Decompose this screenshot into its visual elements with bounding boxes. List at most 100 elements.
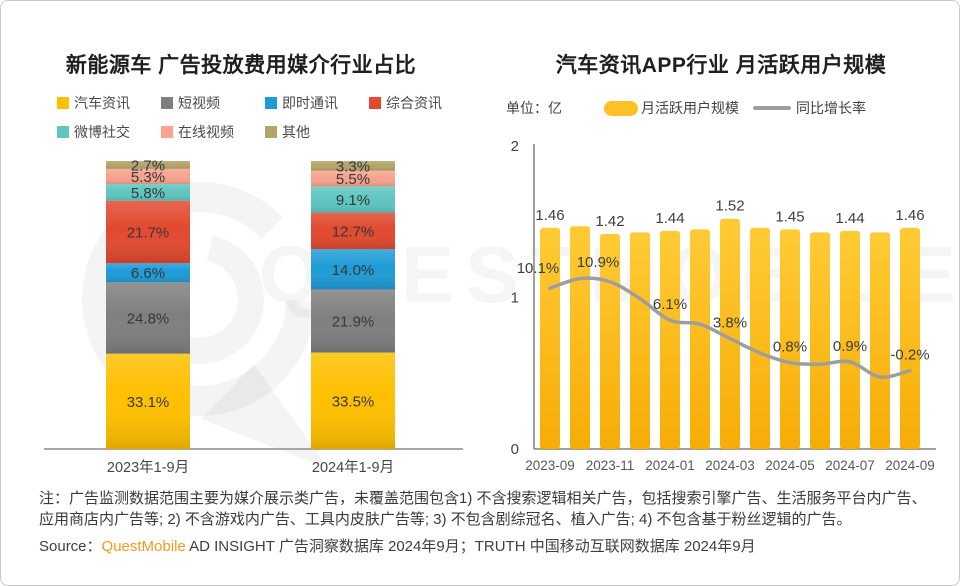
growth-line xyxy=(548,276,912,379)
line-value-label: -0.2% xyxy=(890,347,929,364)
line-value-label: 10.9% xyxy=(577,254,620,271)
line-series-swatch xyxy=(753,106,791,110)
unit-label: 单位：亿 xyxy=(506,100,562,116)
legend-swatch xyxy=(57,126,69,138)
source-line: Source：QuestMobile AD INSIGHT 广告洞察数据库 20… xyxy=(39,535,941,556)
segment-value-label: 5.3% xyxy=(131,169,165,186)
x-axis-tick-label: 2023-09 xyxy=(525,458,575,473)
right-combo-chart: 0 1 2 1.46 2023-09 1.42 2023-11 1.44 2024-01 1.52… xyxy=(511,138,936,473)
legend-item: 汽车资讯 xyxy=(57,93,161,113)
legend-swatch xyxy=(161,97,173,109)
x-axis-tick-label: 2024-09 xyxy=(885,458,935,473)
bar xyxy=(900,227,920,449)
bar-segment-shade xyxy=(106,282,190,354)
x-axis-tick-label: 2023-11 xyxy=(586,458,635,473)
bar-value-label: 1.46 xyxy=(895,207,924,224)
line-value-label: 3.8% xyxy=(713,315,747,332)
source-text: AD INSIGHT 广告洞察数据库 2024年9月；TRUTH 中国移动互联网… xyxy=(185,538,756,555)
line-series-label: 同比增长率 xyxy=(796,100,866,116)
x-axis-tick-label: 2024-03 xyxy=(705,458,755,473)
bar-value-label: 1.52 xyxy=(715,198,744,215)
questmobile-brand: QuestMobile xyxy=(101,538,186,555)
bar-value-label: 1.46 xyxy=(535,207,564,224)
legend-swatch xyxy=(265,126,277,138)
bar xyxy=(870,232,890,449)
bar xyxy=(600,233,620,449)
y-axis-tick-label: 0 xyxy=(511,441,519,458)
source-label: Source： xyxy=(39,538,102,555)
bar-segment-shade xyxy=(106,263,190,283)
line-value-label: 0.9% xyxy=(833,338,867,355)
legend-label: 汽车资讯 xyxy=(74,95,130,111)
line-value-label: 6.1% xyxy=(653,296,687,313)
right-chart-legend: 单位：亿 月活跃用户规模 同比增长率 xyxy=(506,98,866,118)
bar-segment-shade xyxy=(106,353,190,449)
bar xyxy=(720,218,740,449)
bar xyxy=(840,230,860,449)
bar xyxy=(570,226,590,449)
legend-swatch xyxy=(265,97,277,109)
bar-segment-shade xyxy=(311,170,395,187)
x-axis-tick-label: 2024-05 xyxy=(765,458,815,473)
y-axis-tick-label: 2 xyxy=(511,138,519,155)
bar xyxy=(810,232,830,449)
y-axis-tick-label: 1 xyxy=(511,290,519,307)
footnote: 注：广告监测数据范围主要为媒介展示类广告，未覆盖范围包含1) 不含搜索逻辑相关广… xyxy=(39,490,927,528)
segment-value-label: 3.3% xyxy=(336,158,370,175)
legend-label: 短视频 xyxy=(178,95,220,111)
bar-value-label: 1.44 xyxy=(655,210,684,227)
segment-value-label: 33.1% xyxy=(127,394,170,411)
segment-value-label: 2.7% xyxy=(131,157,165,174)
bar xyxy=(780,229,800,449)
legend-item: 其他 xyxy=(265,122,369,142)
segment-value-label: 14.0% xyxy=(332,262,375,279)
bar-value-label: 1.45 xyxy=(775,208,804,225)
bar-segment-shade xyxy=(311,289,395,353)
line-value-label: 0.8% xyxy=(773,339,807,356)
legend-label: 其他 xyxy=(282,124,310,140)
bar-series-label: 月活跃用户规模 xyxy=(641,100,739,116)
left-stacked-bar-chart: 33.1% 24.8% 6.6% 21.7% 5.8%5.3%2.7% 2023年1-9月… xyxy=(44,157,463,476)
x-axis-tick-label: 2024年1-9月 xyxy=(312,459,394,476)
segment-value-label: 5.5% xyxy=(336,171,370,188)
bar xyxy=(690,229,710,449)
x-axis-tick-label: 2023年1-9月 xyxy=(107,459,189,476)
bar-segment-shade xyxy=(311,352,395,449)
legend-item: 即时通讯 xyxy=(265,93,369,113)
bar-segment-shade xyxy=(106,168,190,185)
bar-segment-shade xyxy=(311,249,395,290)
segment-value-label: 33.5% xyxy=(332,393,375,410)
bar-segment-shade xyxy=(106,200,190,264)
bar-segment-shade xyxy=(106,184,190,201)
bar-value-label: 1.42 xyxy=(595,213,624,230)
segment-value-label: 9.1% xyxy=(336,192,370,209)
left-chart-legend: 汽车资讯 短视频 即时通讯 综合资讯微博社交 在线视频 其他 xyxy=(57,93,479,142)
legend-label: 即时通讯 xyxy=(282,95,338,111)
segment-value-label: 5.8% xyxy=(131,185,165,202)
left-chart-title: 新能源车 广告投放费用媒介行业占比 xyxy=(65,54,417,77)
segment-value-label: 21.7% xyxy=(127,224,170,241)
legend-item: 短视频 xyxy=(161,93,265,113)
segment-value-label: 12.7% xyxy=(332,223,375,240)
bar-segment-shade xyxy=(106,161,190,169)
legend-swatch xyxy=(369,97,381,109)
legend-item: 综合资讯 xyxy=(369,93,479,113)
segment-value-label: 21.9% xyxy=(332,313,375,330)
line-value-label: 10.1% xyxy=(517,260,560,277)
legend-item: 在线视频 xyxy=(161,122,265,142)
bar xyxy=(750,227,770,449)
x-axis-tick-label: 2024-07 xyxy=(825,458,875,473)
bar xyxy=(630,232,650,449)
bar-series-swatch xyxy=(604,100,638,116)
bar xyxy=(540,227,560,449)
footer: 注：广告监测数据范围主要为媒介展示类广告，未覆盖范围包含1) 不含搜索逻辑相关广… xyxy=(39,488,941,556)
bar-segment-shade xyxy=(311,161,395,171)
segment-value-label: 24.8% xyxy=(127,310,170,327)
bar-segment-shade xyxy=(311,186,395,213)
legend-item: 微博社交 xyxy=(57,122,161,142)
segment-value-label: 6.6% xyxy=(131,265,165,282)
legend-swatch xyxy=(161,126,173,138)
x-axis-tick-label: 2024-01 xyxy=(645,458,695,473)
legend-label: 微博社交 xyxy=(74,124,130,140)
